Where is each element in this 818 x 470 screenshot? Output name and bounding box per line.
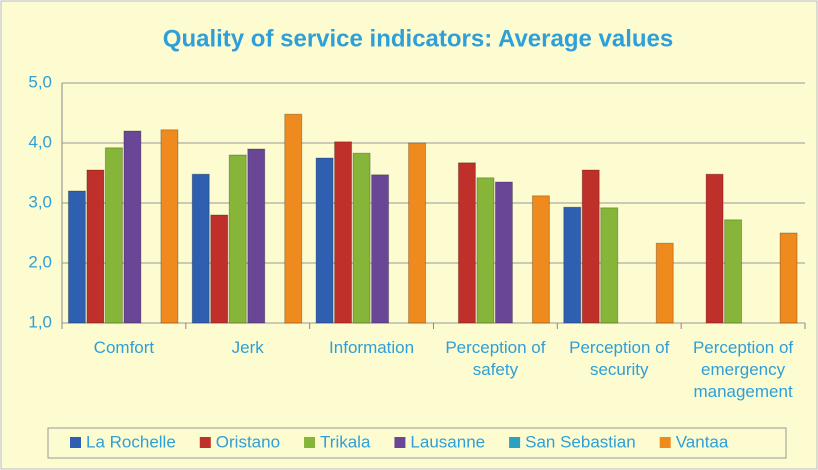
bar [210,214,229,324]
bar [724,219,743,324]
bar [779,232,798,324]
bar [371,174,390,324]
bar [123,130,142,324]
bar [191,173,210,324]
legend-label: Vantaa [676,432,729,451]
x-tick-label: Perception of emergency management [692,338,794,401]
y-tick-label: 3,0 [28,192,52,211]
x-label-box: Perception of emergency management [692,338,794,401]
legend-swatch [199,437,211,448]
bar [86,169,105,324]
bar [531,195,550,324]
legend-label: La Rochelle [86,432,176,451]
x-label-box: Jerk [231,338,264,357]
x-tick-label: Information [329,338,415,357]
legend-swatch [509,437,521,448]
bar [476,177,495,324]
bar [334,141,353,324]
bar [160,129,179,324]
x-tick-label: Perception of security [569,338,670,379]
x-label-box: Perception of security [569,338,670,379]
x-label-box: Information [329,338,415,357]
legend-swatch [304,437,316,448]
y-tick-label: 5,0 [28,72,52,91]
bar [104,147,123,324]
legend-label: Lausanne [410,432,485,451]
legend-label: San Sebastian [525,432,636,451]
legend-swatch [659,437,671,448]
legend-swatch [70,437,81,448]
bar [247,148,266,324]
x-tick-label: Perception of safety [445,338,546,379]
bar [284,113,303,324]
chart-title: Quality of service indicators: Average v… [163,25,673,52]
legend-label: Oristano [216,432,280,451]
x-tick-label: Jerk [231,338,264,357]
x-label-box: Comfort [93,338,155,357]
x-label-box: Perception of safety [445,338,546,379]
bar [67,190,86,324]
bar [705,173,724,324]
legend-swatch [394,437,406,448]
y-tick-label: 4,0 [28,132,52,151]
bar [655,242,674,324]
x-tick-label: Comfort [93,338,155,357]
bar [408,142,427,324]
bar [581,169,600,324]
bar [228,154,247,324]
bar [352,152,371,324]
legend-box [47,427,787,459]
bar [315,157,334,324]
legend-label: Trikala [320,432,371,451]
bar [563,206,582,324]
y-tick-label: 1,0 [28,312,52,331]
y-tick-label: 2,0 [28,252,52,271]
bar [494,181,513,324]
bar [600,207,619,324]
bar [457,162,476,324]
